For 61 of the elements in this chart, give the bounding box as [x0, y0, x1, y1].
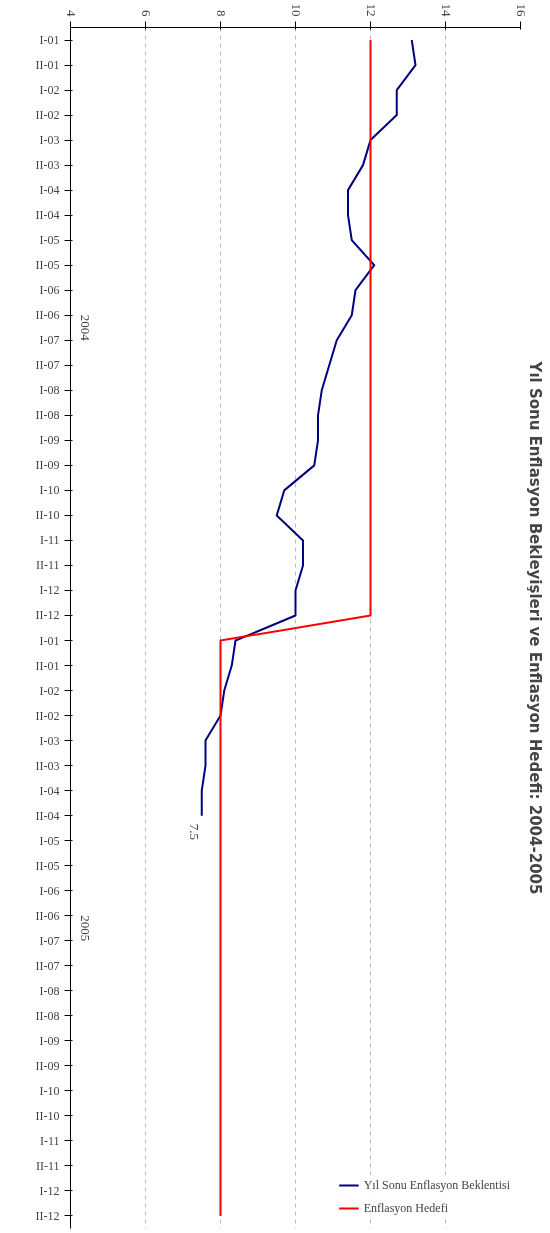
y-tick-label: II-06: [35, 308, 60, 323]
data-label: 7.5: [186, 823, 202, 840]
y-tick-label: II-03: [35, 758, 60, 773]
y-tick-label: I-08: [39, 983, 60, 998]
y-tick-label: I-07: [39, 333, 60, 348]
y-tick-label: I-10: [39, 1083, 60, 1098]
y-tick-label: II-10: [35, 1108, 60, 1123]
legend-label: Yıl Sonu Enflasyon Beklentisi: [363, 1177, 510, 1193]
y-tick-label: I-12: [39, 1183, 60, 1198]
y-tick-label: II-11: [35, 558, 60, 573]
y-tick-label: II-04: [35, 208, 60, 223]
y-tick-label: I-11: [39, 1133, 60, 1148]
x-tick-label: 12: [363, 3, 379, 17]
y-tick-label: I-02: [39, 83, 60, 98]
text: Yıl Sonu Enflasyon Bekleyişleri ve Enflasyon Hedefi: 2004-2005: [525, 360, 544, 895]
y-tick-label: II-09: [35, 1058, 60, 1073]
y-tick-label: I-01: [39, 633, 60, 648]
y-tick-label: II-08: [35, 1008, 60, 1023]
y-tick-label: I-06: [39, 283, 60, 298]
y-tick-label: II-01: [35, 658, 60, 673]
y-tick-label: I-03: [39, 133, 60, 148]
y-tick-label: I-07: [39, 933, 60, 948]
annotation: 2005: [77, 915, 93, 942]
y-tick-label: II-03: [35, 158, 60, 173]
y-tick-label: II-10: [35, 508, 60, 523]
y-tick-label: II-04: [35, 808, 60, 823]
y-tick-label: I-03: [39, 733, 60, 748]
x-tick-label: 16: [513, 3, 529, 17]
x-tick-label: 6: [138, 10, 154, 17]
y-tick-label: II-05: [35, 258, 60, 273]
y-tick-label: II-02: [35, 708, 60, 723]
y-tick-label: II-11: [35, 1158, 60, 1173]
annotation: 2004: [77, 314, 93, 342]
y-tick-label: I-05: [39, 833, 60, 848]
y-tick-label: II-08: [35, 408, 60, 423]
y-tick-label: I-04: [39, 783, 60, 798]
x-tick-label: 8: [213, 10, 229, 17]
y-tick-label: II-09: [35, 458, 60, 473]
y-tick-label: II-02: [35, 108, 60, 123]
y-tick-label: I-11: [39, 533, 60, 548]
x-tick-label: 10: [288, 3, 304, 17]
y-tick-label: I-09: [39, 1033, 60, 1048]
y-tick-label: II-05: [35, 858, 60, 873]
y-tick-label: I-05: [39, 233, 60, 248]
y-tick-label: I-04: [39, 183, 60, 198]
y-tick-label: II-12: [35, 1208, 60, 1223]
x-tick-label: 14: [438, 3, 454, 17]
y-tick-label: II-07: [35, 958, 60, 973]
y-tick-label: I-02: [39, 683, 60, 698]
y-tick-label: II-01: [35, 58, 60, 73]
y-tick-label: I-01: [39, 33, 60, 48]
legend-label: Enflasyon Hedefi: [363, 1200, 448, 1216]
y-tick-label: II-07: [35, 358, 60, 373]
y-tick-label: II-12: [35, 608, 60, 623]
y-tick-label: I-08: [39, 383, 60, 398]
y-tick-label: II-06: [35, 908, 60, 923]
y-tick-label: I-06: [39, 883, 60, 898]
y-tick-label: I-09: [39, 433, 60, 448]
y-tick-label: I-10: [39, 483, 60, 498]
x-tick-label: 4: [63, 10, 79, 17]
y-tick-label: I-12: [39, 583, 60, 598]
